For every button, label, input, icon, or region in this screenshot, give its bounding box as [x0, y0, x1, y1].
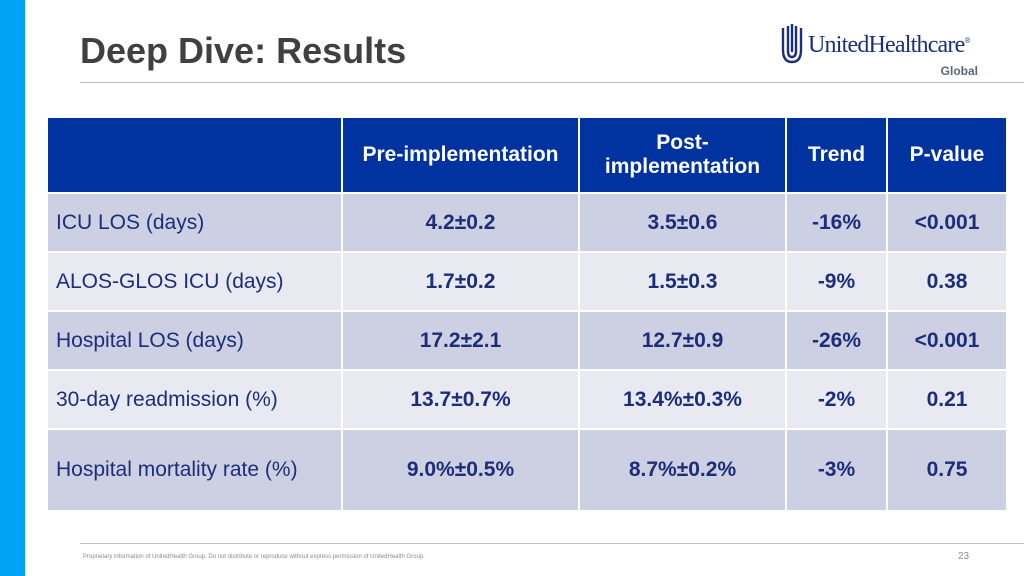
row-label: ICU LOS (days) [46, 192, 343, 253]
trend-cell: -16% [785, 192, 888, 253]
title-divider [80, 82, 1024, 83]
logo-subtitle: Global [940, 64, 978, 78]
table-row: ICU LOS (days) 4.2±0.2 3.5±0.6 -16% <0.0… [46, 192, 1008, 253]
unitedhealthcare-u-icon [781, 24, 803, 64]
trend-cell: -2% [785, 369, 888, 430]
pre-value-cell: 13.7±0.7% [341, 369, 580, 430]
table-header-row: Pre-implementation Post- implementation … [46, 116, 1008, 194]
row-label: ALOS-GLOS ICU (days) [46, 251, 343, 312]
post-value-cell: 8.7%±0.2% [578, 428, 787, 512]
header-cell-pre-implementation: Pre-implementation [341, 116, 580, 194]
post-value-cell: 3.5±0.6 [578, 192, 787, 253]
pre-value-cell: 9.0%±0.5% [341, 428, 580, 512]
results-table: Pre-implementation Post- implementation … [46, 116, 1008, 512]
table-row: Hospital mortality rate (%) 9.0%±0.5% 8.… [46, 428, 1008, 512]
pre-value-cell: 1.7±0.2 [341, 251, 580, 312]
row-label: Hospital LOS (days) [46, 310, 343, 371]
header-cell-post-implementation: Post- implementation [578, 116, 787, 194]
footer-divider [80, 543, 1024, 544]
p-value-cell: 0.38 [886, 251, 1008, 312]
p-value-cell: 0.21 [886, 369, 1008, 430]
trend-cell: -26% [785, 310, 888, 371]
p-value-cell: <0.001 [886, 192, 1008, 253]
p-value-cell: <0.001 [886, 310, 1008, 371]
header-cell-trend: Trend [785, 116, 888, 194]
page-number: 23 [958, 551, 970, 562]
p-value-cell: 0.75 [886, 428, 1008, 512]
table-row: ALOS-GLOS ICU (days) 1.7±0.2 1.5±0.3 -9%… [46, 251, 1008, 312]
pre-value-cell: 17.2±2.1 [341, 310, 580, 371]
slide-title: Deep Dive: Results [80, 30, 407, 71]
trend-cell: -3% [785, 428, 888, 512]
unitedhealthcare-logo: UnitedHealthcare® Global [780, 24, 990, 80]
trend-cell: -9% [785, 251, 888, 312]
post-value-cell: 1.5±0.3 [578, 251, 787, 312]
table-row: 30-day readmission (%) 13.7±0.7% 13.4%±0… [46, 369, 1008, 430]
header-cell-p-value: P-value [886, 116, 1008, 194]
header-cell-metric [46, 116, 343, 194]
row-label: 30-day readmission (%) [46, 369, 343, 430]
table-row: Hospital LOS (days) 17.2±2.1 12.7±0.9 -2… [46, 310, 1008, 371]
footer-disclaimer: Proprietary information of UnitedHealth … [83, 554, 425, 560]
post-value-cell: 12.7±0.9 [578, 310, 787, 371]
pre-value-cell: 4.2±0.2 [341, 192, 580, 253]
post-value-cell: 13.4%±0.3% [578, 369, 787, 430]
row-label: Hospital mortality rate (%) [46, 428, 343, 512]
left-accent-bar [0, 0, 25, 576]
logo-wordmark: UnitedHealthcare® [808, 32, 971, 58]
